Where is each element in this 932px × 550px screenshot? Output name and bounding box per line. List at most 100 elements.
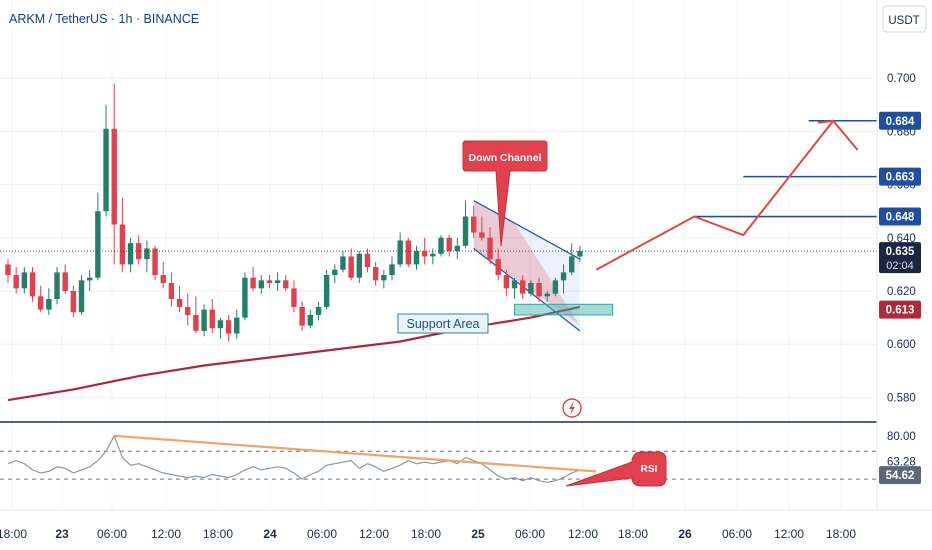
candle — [274, 272, 281, 291]
candle — [307, 309, 313, 329]
candle — [29, 267, 36, 302]
time-tick-label: 23 — [55, 527, 69, 541]
down-channel-callout[interactable]: Down Channel — [462, 140, 548, 247]
candle-body — [242, 277, 248, 318]
support-area-zone — [514, 303, 614, 316]
candle-body — [332, 269, 338, 276]
candle — [544, 290, 550, 302]
candle — [185, 293, 191, 326]
candle-body — [340, 256, 346, 270]
candle — [209, 298, 215, 334]
candle-body — [5, 264, 11, 276]
candle-body — [511, 280, 518, 289]
candle — [127, 237, 134, 273]
candle — [242, 272, 248, 321]
candle — [21, 267, 28, 294]
candle — [193, 296, 199, 334]
candle — [405, 237, 412, 268]
ma-line — [7, 305, 581, 402]
candle — [176, 285, 183, 313]
support-area-callout[interactable]: Support Area — [397, 313, 489, 334]
price-badge: 0.663 — [879, 167, 921, 186]
projection-path[interactable] — [595, 119, 859, 271]
candle — [87, 269, 93, 291]
candle — [495, 248, 501, 281]
time-tick-label: 06:00 — [722, 527, 752, 541]
price-tick-label: 0.620 — [887, 286, 916, 298]
candle — [397, 232, 403, 268]
time-tick-label: 06:00 — [97, 527, 127, 541]
candle — [70, 285, 77, 318]
candle-body — [160, 275, 166, 284]
candle — [372, 261, 379, 286]
candle-body — [446, 237, 452, 252]
candle — [511, 277, 518, 299]
price-badge-label: 0.648 — [886, 212, 915, 224]
down-channel-label: Down Channel — [469, 152, 542, 164]
time-axis-ticks[interactable]: 18:00 23 06:00 12:00 18:00 24 06:00 12:00 18:00 2… — [0, 527, 856, 541]
candle — [201, 304, 207, 337]
candle-body — [95, 211, 101, 278]
support-area-label: Support Area — [407, 317, 480, 331]
current-price-badge: 0.635 02:04 — [879, 242, 921, 274]
price-badge: 0.648 — [879, 207, 921, 226]
candle-body — [307, 314, 313, 326]
candle-body — [29, 272, 36, 297]
time-tick-label: 06:00 — [515, 527, 545, 541]
candle-body — [405, 240, 412, 265]
candle-body — [144, 248, 150, 260]
currency-button[interactable]: USDT — [882, 5, 927, 33]
lightning-alert-icon[interactable] — [562, 398, 582, 418]
candle — [470, 205, 477, 238]
candle-body — [258, 280, 264, 289]
candle — [119, 197, 126, 273]
candle — [315, 301, 322, 321]
candle-body — [397, 240, 403, 265]
rsi-trendline — [114, 434, 597, 473]
candle — [356, 251, 363, 284]
rsi-callout-label: RSI — [641, 464, 658, 475]
candle — [152, 245, 158, 281]
candle — [520, 275, 526, 299]
candle-body — [201, 309, 207, 331]
candle-body — [364, 253, 371, 268]
candle — [103, 104, 109, 217]
candle-body — [470, 216, 477, 233]
candle — [454, 237, 461, 260]
symbol-title: ARKM / TetherUS · 1h · BINANCE — [9, 12, 199, 26]
price-badge-bg — [879, 111, 921, 130]
candle-body — [560, 272, 567, 281]
time-tick-label: 06:00 — [307, 527, 337, 541]
price-tick-label: 0.600 — [887, 339, 916, 351]
moving-average — [7, 305, 581, 402]
candle-body — [225, 320, 232, 334]
down-channel-drawing[interactable] — [473, 199, 614, 332]
candle — [577, 245, 583, 262]
candle — [479, 216, 485, 241]
price-badge-bg — [879, 207, 921, 226]
price-tick-label: 0.580 — [887, 392, 916, 404]
candle-body — [234, 317, 240, 334]
rsi-callout[interactable]: RSI — [565, 451, 667, 487]
candle — [62, 264, 68, 294]
candle-body — [536, 283, 542, 297]
candle — [258, 275, 264, 294]
rsi-value-badge-bg — [879, 466, 921, 485]
candle — [389, 256, 395, 281]
current-price-badge-bg — [879, 242, 921, 274]
candle — [552, 277, 559, 297]
price-badge: 0.684 — [879, 111, 921, 130]
price-badge-label: 0.613 — [886, 305, 915, 317]
candle — [291, 280, 297, 313]
annotations[interactable]: Down Channel Support Area — [397, 140, 582, 418]
candle-body — [193, 314, 199, 331]
candle-body — [209, 309, 215, 329]
target-levels[interactable] — [0, 119, 877, 252]
candle-body — [274, 280, 281, 284]
candle-body — [127, 243, 134, 265]
candle — [569, 243, 575, 276]
candle-body — [13, 275, 19, 289]
time-tick-label: 12:00 — [774, 527, 804, 541]
